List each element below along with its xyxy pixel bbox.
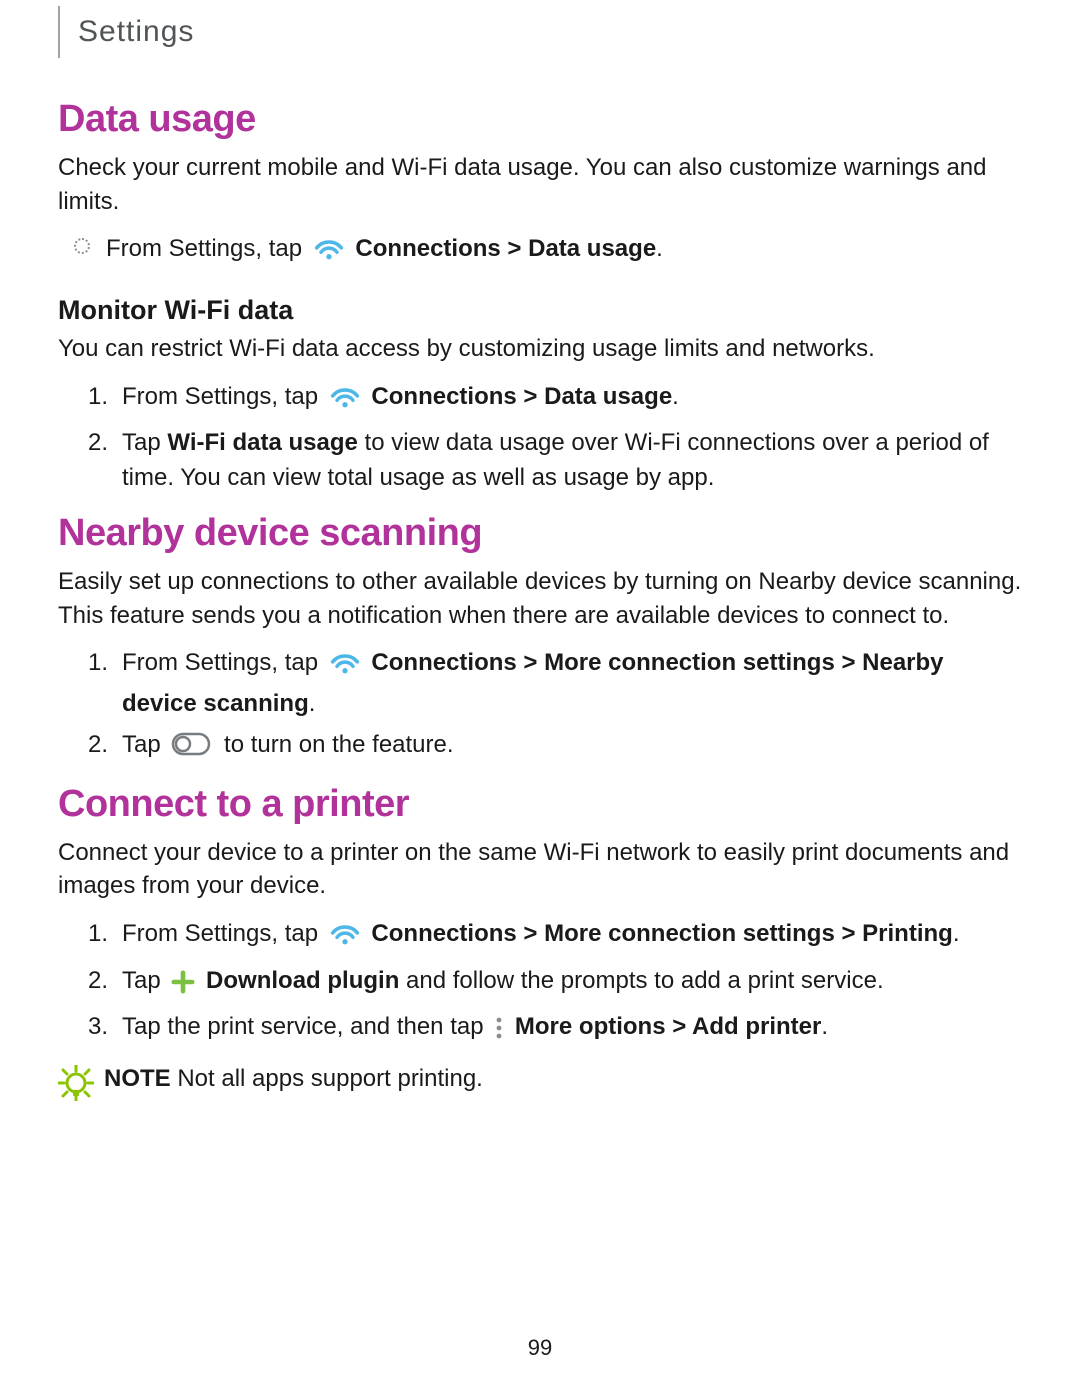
text-bold: Download plugin [206, 967, 399, 994]
text-pre: From Settings, tap [122, 383, 325, 410]
subheading-monitor-wifi: Monitor Wi-Fi data [58, 295, 1022, 326]
note-label: NOTE [104, 1065, 171, 1092]
wifi-icon [329, 917, 361, 958]
text-pre: From Settings, tap [106, 235, 309, 262]
text-bold: Connections > Data usage [371, 383, 672, 410]
step-number: 3. [58, 1010, 122, 1045]
step-content: From Settings, tap Connections > More co… [122, 646, 1022, 722]
step-row: 1. From Settings, tap Connections > More… [58, 917, 1022, 958]
step-number: 1. [58, 380, 122, 415]
step-row: 1. From Settings, tap Connections > Data… [58, 380, 1022, 421]
manual-page: Settings Data usage Check your current m… [0, 0, 1080, 1397]
step-content: Tap the print service, and then tap More… [122, 1010, 1022, 1051]
intro-data-usage: Check your current mobile and Wi-Fi data… [58, 151, 1022, 218]
intro-printer: Connect your device to a printer on the … [58, 836, 1022, 903]
step-row: 2. Tap to turn on the feature. [58, 728, 1022, 767]
header-rule [58, 6, 60, 58]
text-post: . [672, 383, 679, 410]
note-content: NOTE Not all apps support printing. [104, 1065, 1022, 1093]
text-bold: More options > Add printer [515, 1013, 821, 1040]
text-post: . [656, 235, 663, 262]
wifi-icon [313, 232, 345, 273]
toggle-off-icon [171, 732, 211, 767]
text-post: . [953, 920, 960, 947]
text-pre: From Settings, tap [122, 649, 325, 676]
text-pre: From Settings, tap [122, 920, 325, 947]
heading-printer: Connect to a printer [58, 783, 1022, 826]
page-number: 99 [0, 1335, 1080, 1361]
header-title: Settings [78, 15, 194, 49]
step-content: From Settings, tap Connections > More co… [122, 917, 1022, 958]
text-pre: Tap [122, 429, 167, 456]
text-post: . [309, 690, 316, 717]
note-row: NOTE Not all apps support printing. [58, 1065, 1022, 1101]
text-pre: Tap [122, 731, 167, 758]
text-bold: Connections > More connection settings >… [371, 920, 952, 947]
heading-data-usage: Data usage [58, 98, 1022, 141]
lightbulb-icon [58, 1065, 104, 1101]
note-text: Not all apps support printing. [177, 1065, 483, 1092]
step-row: 2. Tap Wi-Fi data usage to view data usa… [58, 426, 1022, 496]
step-number: 2. [58, 728, 122, 763]
bullet-marker-icon [58, 232, 106, 254]
more-options-icon [494, 1016, 504, 1051]
intro-monitor-wifi: You can restrict Wi-Fi data access by cu… [58, 332, 1022, 366]
step-row: 1. From Settings, tap Connections > More… [58, 646, 1022, 722]
bullet-data-usage: From Settings, tap Connections > Data us… [58, 232, 1022, 273]
step-number: 2. [58, 964, 122, 999]
step-row: 3. Tap the print service, and then tap M… [58, 1010, 1022, 1051]
plus-icon [171, 970, 195, 1005]
text-bold: Connections > Data usage [355, 235, 656, 262]
heading-nearby: Nearby device scanning [58, 512, 1022, 555]
page-header: Settings [58, 0, 1022, 58]
intro-nearby: Easily set up connections to other avail… [58, 565, 1022, 632]
step-content: Tap Download plugin and follow the promp… [122, 964, 1022, 1005]
text-rest: and follow the prompts to add a print se… [399, 967, 883, 994]
step-content: From Settings, tap Connections > Data us… [122, 380, 1022, 421]
text-bold: Wi-Fi data usage [167, 429, 357, 456]
text-pre: Tap the print service, and then tap [122, 1013, 490, 1040]
wifi-icon [329, 380, 361, 421]
text-post: . [821, 1013, 828, 1040]
text-post: to turn on the feature. [224, 731, 454, 758]
dotted-circle-icon [74, 238, 90, 254]
step-number: 2. [58, 426, 122, 461]
bullet-content: From Settings, tap Connections > Data us… [106, 232, 1022, 273]
step-content: Tap Wi-Fi data usage to view data usage … [122, 426, 1022, 496]
step-content: Tap to turn on the feature. [122, 728, 1022, 767]
text-pre: Tap [122, 967, 167, 994]
step-row: 2. Tap Download plugin and follow the pr… [58, 964, 1022, 1005]
wifi-icon [329, 646, 361, 687]
step-number: 1. [58, 917, 122, 952]
step-number: 1. [58, 646, 122, 681]
